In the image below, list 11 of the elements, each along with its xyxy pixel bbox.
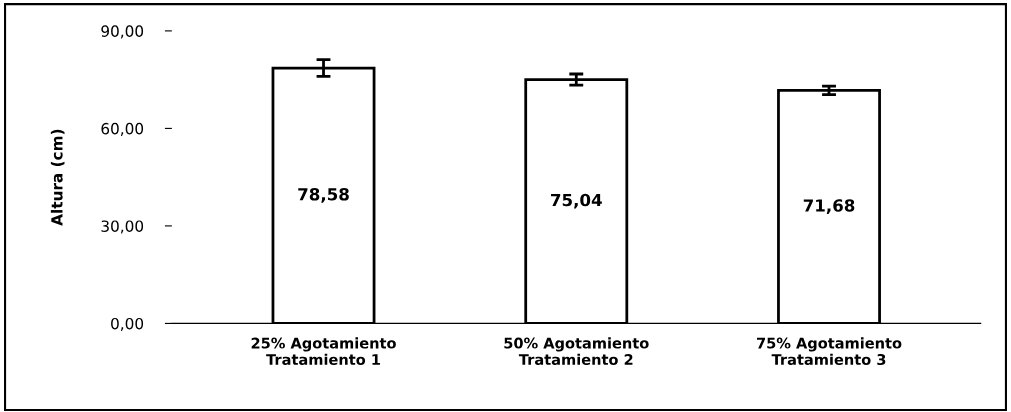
y-tick-label: 90,00 (101, 25, 144, 39)
data-label: 75,04 (551, 193, 602, 209)
y-axis-title: Altura (cm) (50, 129, 65, 226)
data-label: 71,68 (803, 199, 855, 214)
data-label: 78,58 (298, 187, 349, 203)
y-tick-label: 60,00 (101, 122, 144, 136)
x-tick-label: 25% Agotamiento Tratamiento 1 (251, 337, 396, 366)
y-tick-label: 30,00 (101, 220, 144, 234)
x-tick-label: 50% Agotamiento Tratamiento 2 (504, 337, 649, 366)
x-tick-label: 75% Agotamiento Tratamiento 3 (757, 337, 902, 366)
y-tick-label: 0,00 (111, 317, 144, 331)
